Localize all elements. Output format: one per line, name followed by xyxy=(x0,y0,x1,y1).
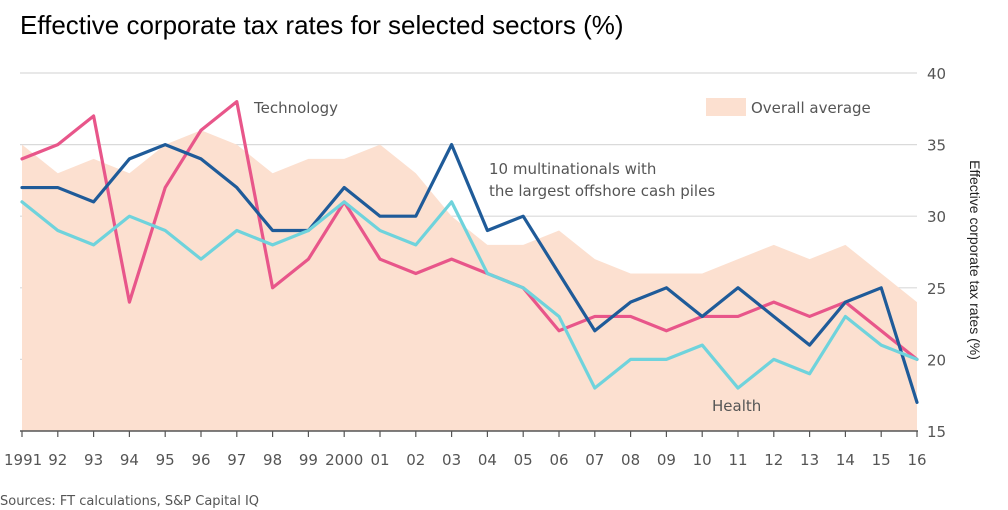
x-tick-label: 95 xyxy=(156,451,175,469)
legend-area-swatch xyxy=(706,98,746,116)
x-tick-label: 10 xyxy=(693,451,712,469)
series-line-technology xyxy=(20,100,919,361)
x-tick-label: 11 xyxy=(728,451,747,469)
y-tick-label: 20 xyxy=(927,351,946,369)
chart-title: Effective corporate tax rates for select… xyxy=(20,10,624,40)
x-tick-label: 01 xyxy=(370,451,389,469)
technology-label: Technology xyxy=(253,99,338,117)
y-tick-label: 40 xyxy=(927,65,946,83)
x-tick-label: 94 xyxy=(120,451,139,469)
y-axis: 15 20 25 30 35 40 xyxy=(927,65,946,441)
x-tick-label: 04 xyxy=(478,451,497,469)
annotations: Technology 10 multinationals with the la… xyxy=(253,98,871,415)
overall-average-area xyxy=(22,130,917,431)
x-tick-label: 98 xyxy=(263,451,282,469)
series-line-health xyxy=(20,200,919,390)
x-tick-label: 96 xyxy=(191,451,210,469)
y-tick-label: 25 xyxy=(927,280,946,298)
x-tick-label: 16 xyxy=(907,451,926,469)
x-tick-label: 03 xyxy=(442,451,461,469)
multinationals-label-line1: 10 multinationals with xyxy=(489,160,656,178)
y-tick-label: 35 xyxy=(927,137,946,155)
x-tick-label: 13 xyxy=(800,451,819,469)
x-tick-label: 07 xyxy=(585,451,604,469)
x-tick-label: 08 xyxy=(621,451,640,469)
multinationals-label-line2: the largest offshore cash piles xyxy=(489,182,715,200)
area-overall-average xyxy=(22,130,917,431)
x-tick-label: 97 xyxy=(227,451,246,469)
x-tick-label: 99 xyxy=(299,451,318,469)
source-note: Sources: FT calculations, S&P Capital IQ xyxy=(0,494,260,509)
y-axis-title: Effective corporate tax rates (%) xyxy=(967,160,983,360)
health-label: Health xyxy=(712,397,761,415)
x-tick-label: 12 xyxy=(764,451,783,469)
x-tick-label: 02 xyxy=(406,451,425,469)
x-tick-label: 14 xyxy=(836,451,855,469)
x-tick-label: 93 xyxy=(84,451,103,469)
x-tick-label: 09 xyxy=(657,451,676,469)
x-tick-label: 1991 xyxy=(4,451,42,469)
y-tick-label: 30 xyxy=(927,208,946,226)
x-tick-label: 92 xyxy=(48,451,67,469)
y-tick-label: 15 xyxy=(927,423,946,441)
x-axis: 1991 92 93 94 95 96 97 98 99 2000 01 02 03 04 05 06 07 08… xyxy=(4,430,927,469)
x-tick-label: 05 xyxy=(514,451,533,469)
x-tick-label: 06 xyxy=(549,451,568,469)
x-tick-label: 15 xyxy=(872,451,891,469)
x-tick-label: 2000 xyxy=(325,451,363,469)
legend-area-label: Overall average xyxy=(751,99,871,117)
series-line-10-multinationals-with-the-largest-offsh xyxy=(20,143,919,404)
series-lines xyxy=(20,100,919,404)
